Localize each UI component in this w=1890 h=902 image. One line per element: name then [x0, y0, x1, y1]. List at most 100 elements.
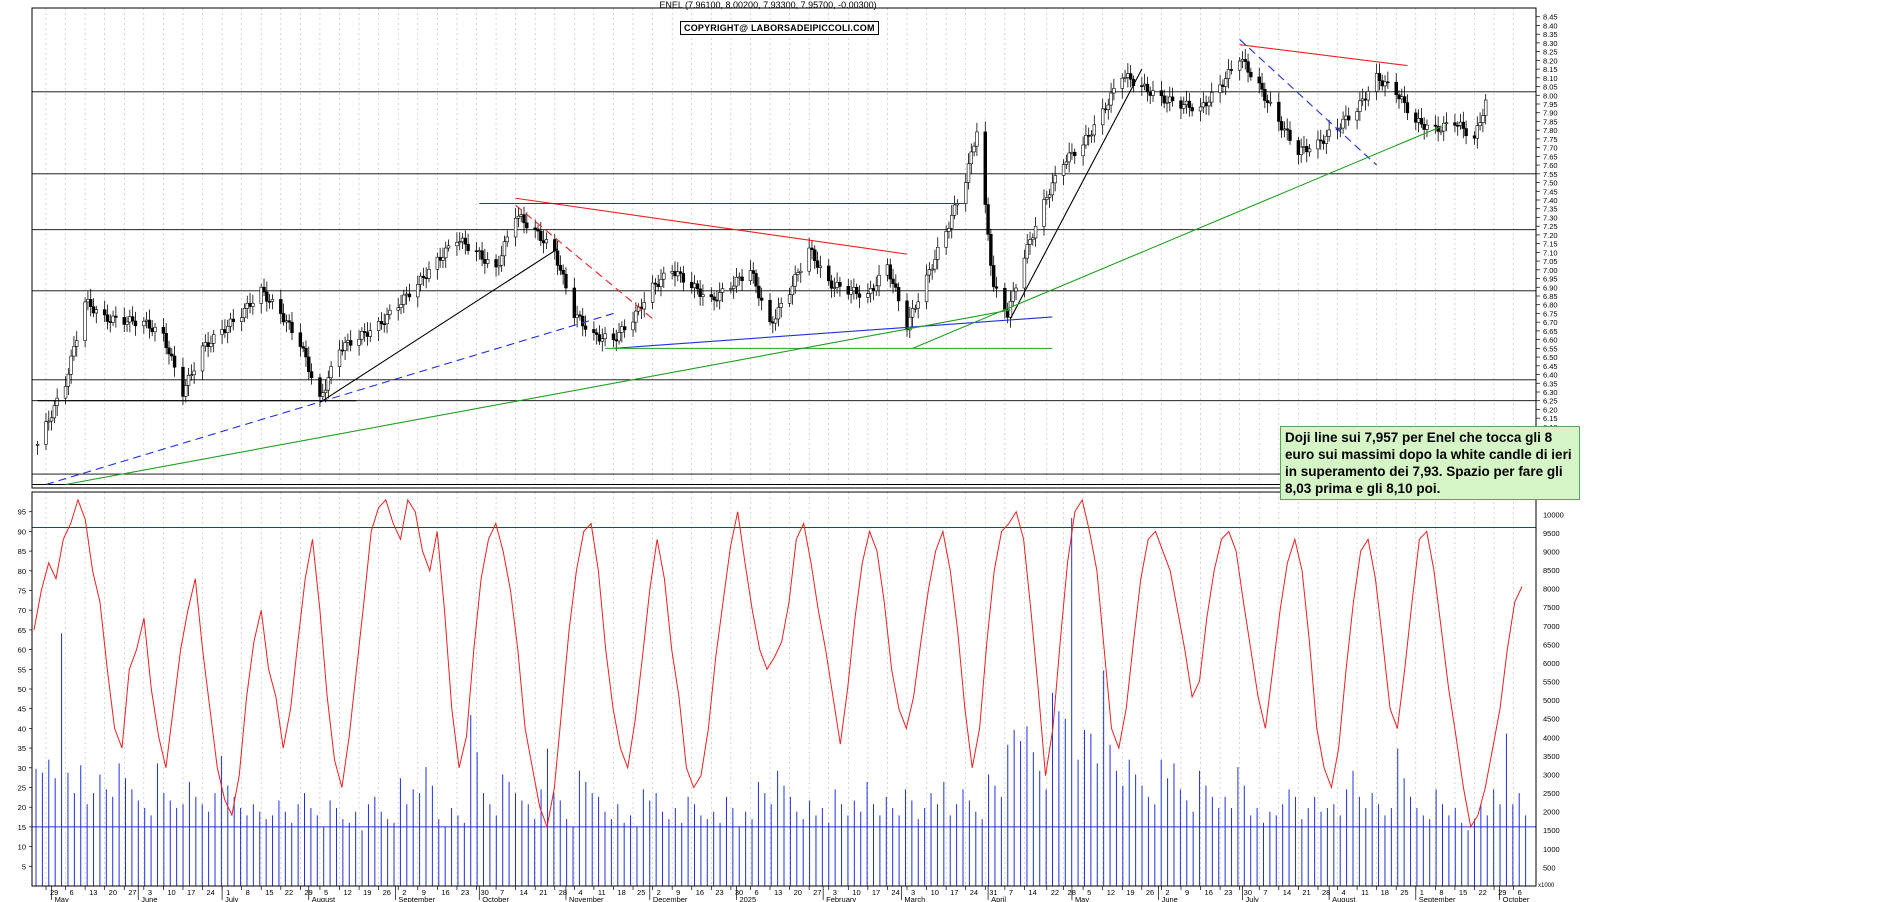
day-tick-label: 14: [1283, 888, 1291, 897]
volume-tick-label: 7500: [1543, 603, 1560, 612]
candle-body: [181, 366, 185, 397]
day-tick-label: 12: [344, 888, 352, 897]
candle-body: [544, 239, 549, 244]
grid: [45, 8, 1514, 886]
candle-body: [1316, 139, 1320, 150]
month-tick-label: June: [1162, 895, 1178, 902]
candle-body: [575, 314, 579, 318]
day-tick-label: 27: [813, 888, 821, 897]
month-tick-label: October: [482, 895, 509, 902]
month-tick-label: February: [826, 895, 856, 902]
oscillator-tick-label: 80: [18, 567, 26, 576]
oscillator-tick-label: 95: [18, 508, 26, 517]
candle-body: [1047, 194, 1052, 198]
price-tick-label: 6.85: [1543, 292, 1558, 301]
price-tick-label: 7.60: [1543, 161, 1558, 170]
price-tick-label: 8.25: [1543, 48, 1558, 57]
candle-body: [309, 371, 314, 378]
month-tick-label: August: [312, 895, 336, 902]
day-tick-label: 8: [246, 888, 250, 897]
trendline: [1239, 44, 1408, 67]
candle-body: [779, 303, 783, 308]
candle-body: [533, 227, 537, 230]
candle-body: [502, 241, 507, 257]
price-tick-label: 8.45: [1543, 13, 1558, 22]
candle-body: [270, 299, 275, 302]
day-tick-label: 24: [207, 888, 215, 897]
oscillator-tick-label: 35: [18, 744, 26, 753]
candle-body: [396, 307, 400, 311]
price-tick-label: 7.75: [1543, 135, 1558, 144]
candle-body: [681, 273, 686, 283]
candle-body: [701, 294, 705, 297]
volume-tick-label: 6000: [1543, 659, 1560, 668]
candle-body: [759, 297, 764, 301]
candle-body: [1109, 92, 1113, 106]
oscillator-tick-label: 60: [18, 646, 26, 655]
candle-body: [1324, 135, 1329, 144]
candle-body: [421, 275, 426, 279]
ticker-header: ENEL (7.96100, 8.00200, 7.93300, 7.95700…: [659, 0, 877, 10]
candle-body: [810, 247, 814, 251]
candle-body: [407, 293, 412, 298]
price-panel-frame: [31, 7, 1537, 489]
price-tick-label: 7.55: [1543, 170, 1558, 179]
candle-body: [1422, 123, 1426, 130]
day-tick-label: 15: [1459, 888, 1467, 897]
day-tick-label: 5: [1087, 888, 1091, 897]
candle-body: [614, 339, 618, 342]
volume-tick-label: 1000: [1543, 845, 1560, 854]
candle-body: [111, 315, 115, 323]
volume-tick-label: 4500: [1543, 715, 1560, 724]
candle-body: [885, 264, 890, 276]
candle-body: [83, 301, 87, 341]
day-tick-label: 2: [402, 888, 406, 897]
candle-body: [670, 271, 674, 274]
candle-body: [866, 293, 870, 298]
candle-body: [209, 343, 213, 347]
candle-body: [368, 330, 372, 337]
candle-body: [838, 281, 842, 287]
day-tick-label: 3: [833, 888, 837, 897]
day-tick-label: 20: [794, 888, 802, 897]
price-tick-label: 8.30: [1543, 39, 1558, 48]
candle-body: [555, 250, 560, 266]
candle-body: [1319, 139, 1323, 142]
candle-body: [874, 285, 878, 292]
candle-body: [1103, 108, 1108, 111]
day-tick-label: 22: [285, 888, 293, 897]
candle-body: [631, 321, 635, 331]
candle-body: [617, 332, 621, 342]
month-tick-label: July: [225, 895, 239, 902]
price-tick-label: 7.30: [1543, 213, 1558, 222]
candle-body: [662, 272, 666, 280]
candle-body: [307, 356, 311, 372]
price-tick-label: 7.95: [1543, 100, 1558, 109]
candle-body: [1263, 89, 1267, 101]
candle-body: [787, 294, 792, 304]
candle-body: [673, 271, 677, 277]
candle-body: [231, 318, 235, 323]
candle-body: [1162, 95, 1166, 104]
candle-body: [164, 333, 168, 349]
candle-body: [832, 287, 837, 289]
candle-body: [927, 269, 932, 276]
candle-body: [1299, 146, 1303, 155]
candle-body: [44, 421, 48, 445]
candle-body: [206, 342, 210, 347]
day-tick-label: 2: [1165, 888, 1169, 897]
trendline: [515, 204, 653, 320]
candle-body: [1260, 82, 1264, 90]
price-tick-label: 6.55: [1543, 344, 1558, 353]
candle-body: [944, 231, 948, 248]
candle-body: [86, 299, 90, 303]
candle-body: [1464, 128, 1468, 137]
oscillator-series-line: [33, 498, 1523, 829]
candle-body: [1277, 101, 1281, 122]
volume-tick-label: 5000: [1543, 696, 1560, 705]
candle-body: [771, 321, 775, 324]
candle-body: [854, 287, 859, 295]
candle-body: [360, 331, 364, 340]
price-tick-label: 7.90: [1543, 109, 1558, 118]
oscillator-tick-label: 20: [18, 803, 26, 812]
